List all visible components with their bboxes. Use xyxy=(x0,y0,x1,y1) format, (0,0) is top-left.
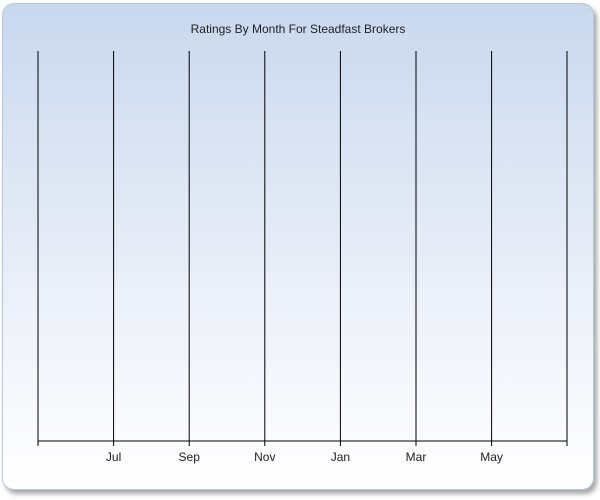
x-tick-label: Jan xyxy=(331,450,350,464)
x-tick-label: Sep xyxy=(179,450,201,464)
chart-panel xyxy=(2,3,594,490)
plot-area: Jul Sep Nov Jan Mar May xyxy=(37,51,568,464)
x-tick-label: Nov xyxy=(254,450,275,464)
chart-title: Ratings By Month For Steadfast Brokers xyxy=(190,22,406,36)
x-tick-label: Jul xyxy=(106,450,121,464)
x-tick-label: Mar xyxy=(406,450,427,464)
x-tick-label: May xyxy=(480,450,503,464)
